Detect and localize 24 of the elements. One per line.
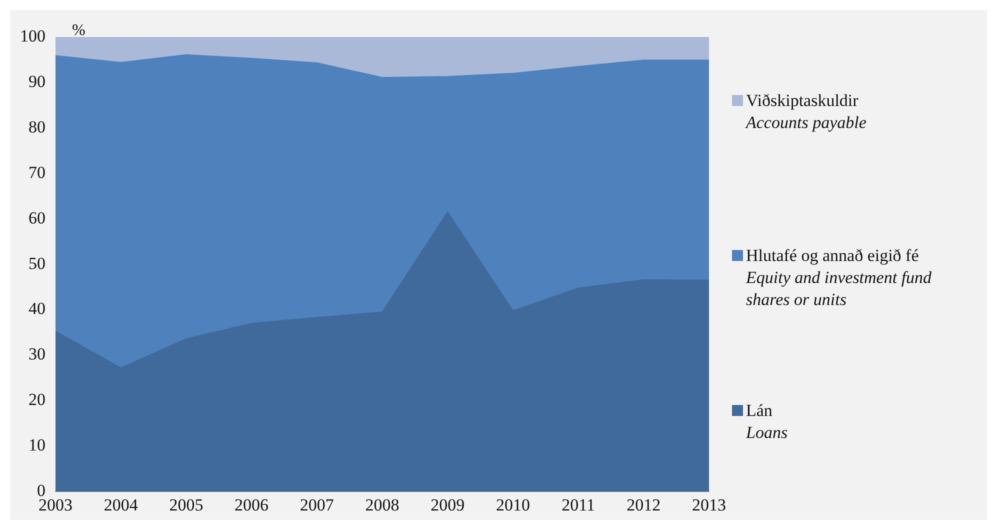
x-tick-label: 2011 (562, 495, 595, 514)
x-tick-label: 2012 (626, 495, 661, 514)
x-tick-label: 2013 (692, 495, 726, 514)
y-tick-label: 80 (28, 117, 46, 136)
y-tick-label: 10 (28, 436, 46, 455)
legend-label: Viðskiptaskuldir Accounts payable (744, 90, 868, 134)
x-tick-label: 2007 (300, 495, 334, 514)
x-tick-label: 2004 (104, 495, 138, 514)
y-tick-label: 90 (28, 72, 46, 91)
y-tick-label: 60 (28, 208, 46, 228)
x-tick-label: 2006 (234, 495, 269, 514)
y-axis-title: % (72, 22, 86, 40)
y-tick-label: 40 (28, 299, 46, 318)
y-tick-label: 100 (20, 26, 46, 46)
y-tick-label: 50 (28, 254, 46, 273)
legend-label: Lán Loans (744, 400, 789, 444)
legend-label: Hlutafé og annað eigið fé Equity and investment fund shares or units (744, 245, 933, 311)
x-tick-label: 2010 (496, 495, 530, 514)
x-tick-label: 2009 (430, 495, 465, 514)
x-tick-label: 2005 (169, 495, 204, 514)
y-tick-label: 30 (28, 344, 46, 364)
x-tick-label: 2008 (365, 495, 400, 514)
y-tick-label: 70 (28, 162, 46, 182)
y-tick-label: 20 (28, 390, 46, 410)
